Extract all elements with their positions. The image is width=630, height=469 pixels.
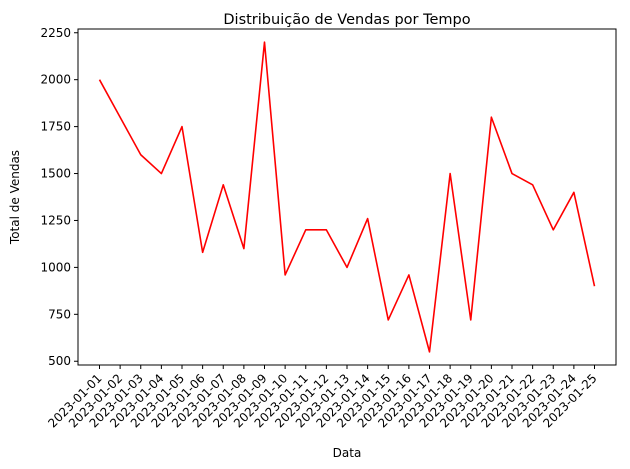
y-axis-title: Total de Vendas <box>8 150 22 245</box>
y-tick-label: 2250 <box>40 26 71 40</box>
x-axis: 2023-01-012023-01-022023-01-032023-01-04… <box>45 365 600 430</box>
y-axis: 500 750 1000 1250 1500 1750 2000 2250 <box>40 26 78 368</box>
series-line-0 <box>98 41 596 353</box>
y-tick-label: 1500 <box>40 167 71 181</box>
chart-title: Distribuição de Vendas por Tempo <box>223 12 470 28</box>
y-tick-label: 500 <box>48 354 71 368</box>
y-tick-label: 750 <box>48 307 71 321</box>
y-tick-label: 1250 <box>40 213 71 227</box>
y-tick-label: 1750 <box>40 120 71 134</box>
x-axis-title: Data <box>333 446 362 460</box>
y-tick-label: 1000 <box>40 260 71 274</box>
series-layer <box>98 41 596 353</box>
plot-area <box>77 28 617 366</box>
y-tick-label: 2000 <box>40 73 71 87</box>
